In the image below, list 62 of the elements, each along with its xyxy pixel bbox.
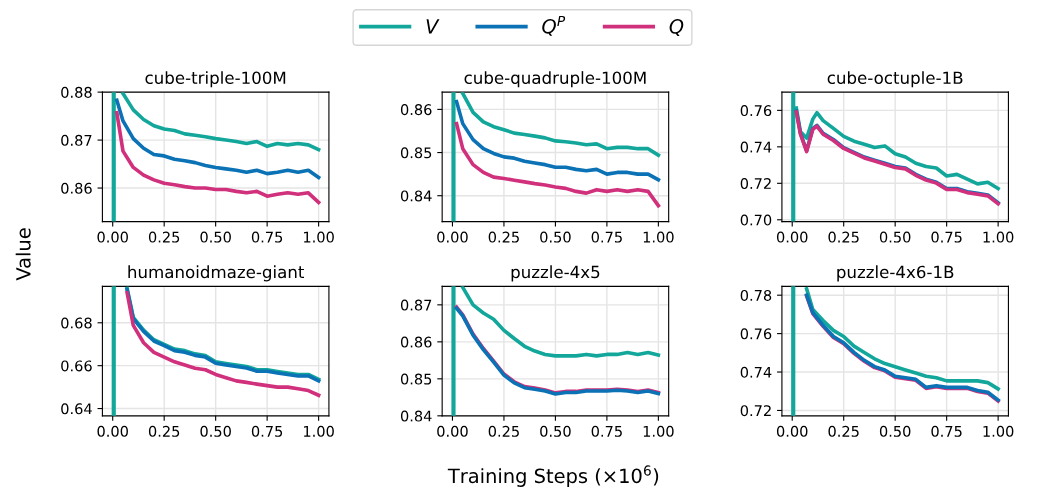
- x-tick-label: 0.50: [200, 425, 231, 437]
- chart-title: cube-triple-100M: [145, 71, 286, 88]
- x-tick-label: 0.50: [540, 425, 571, 437]
- x-tick-label: 0.75: [591, 425, 622, 437]
- y-tick-label: 0.72: [740, 405, 771, 417]
- chart-title: humanoidmaze-giant: [128, 265, 305, 282]
- x-tick-label: 0.25: [148, 231, 180, 243]
- y-tick-label: 0.86: [400, 104, 432, 116]
- x-tick-label: 0.25: [488, 425, 519, 437]
- y-tick-label: 0.84: [400, 190, 432, 202]
- x-tick-label: 1.00: [643, 425, 674, 437]
- x-tick-label: 0.50: [879, 425, 911, 437]
- x-tick-label: 1.00: [983, 231, 1014, 243]
- chart-title: puzzle-4x5: [511, 265, 600, 282]
- legend-label: Q: [669, 19, 684, 36]
- x-tick-label: 0.25: [148, 425, 180, 437]
- y-tick-label: 0.86: [400, 336, 432, 348]
- x-tick-label: 0.75: [931, 425, 962, 437]
- x-tick-label: 0.75: [591, 231, 622, 243]
- y-tick-label: 0.84: [400, 410, 432, 422]
- y-tick-label: 0.66: [61, 360, 92, 372]
- y-tick-label: 0.85: [400, 373, 432, 385]
- x-tick-label: 1.00: [643, 231, 674, 243]
- y-tick-label: 0.85: [400, 147, 432, 159]
- y-tick-label: 0.74: [740, 366, 772, 378]
- y-tick-label: 0.88: [61, 86, 92, 98]
- y-tick-label: 0.64: [61, 403, 92, 415]
- x-tick-label: 0.00: [776, 231, 808, 243]
- x-tick-label: 0.50: [540, 231, 571, 243]
- y-tick-label: 0.78: [740, 289, 772, 301]
- y-tick-label: 0.87: [400, 299, 432, 311]
- x-tick-label: 0.25: [488, 231, 519, 243]
- x-tick-label: 0.00: [437, 231, 468, 243]
- x-tick-label: 0.50: [879, 231, 911, 243]
- chart-title: puzzle-4x6-1B: [837, 265, 954, 282]
- chart-title: cube-octuple-1B: [827, 71, 963, 88]
- y-tick-label: 0.76: [740, 328, 772, 340]
- x-axis-title: Training Steps (×10$^{6}$): [447, 465, 659, 487]
- x-tick-label: 0.25: [828, 231, 859, 243]
- x-tick-label: 1.00: [303, 425, 334, 437]
- x-tick-label: 0.50: [200, 231, 231, 243]
- x-tick-label: 1.00: [303, 231, 334, 243]
- x-tick-label: 0.00: [776, 425, 808, 437]
- y-tick-label: 0.86: [61, 182, 92, 194]
- y-axis-title: Value: [15, 228, 31, 281]
- y-tick-label: 0.68: [61, 317, 92, 329]
- legend-label: V: [426, 19, 440, 34]
- y-tick-label: 0.76: [740, 105, 772, 117]
- y-tick-label: 0.87: [61, 134, 92, 146]
- x-tick-label: 0.00: [97, 231, 128, 243]
- y-tick-label: 0.70: [740, 214, 772, 226]
- y-tick-label: 0.74: [740, 141, 772, 153]
- x-tick-label: 0.00: [437, 425, 468, 437]
- y-tick-label: 0.72: [740, 178, 771, 190]
- x-tick-label: 1.00: [983, 425, 1014, 437]
- x-tick-label: 0.75: [251, 231, 283, 243]
- x-tick-label: 0.75: [251, 425, 283, 437]
- x-tick-label: 0.25: [828, 425, 859, 437]
- legend-label: Q$^{P}$: [542, 15, 566, 36]
- x-tick-label: 0.75: [931, 231, 962, 243]
- chart-title: cube-quadruple-100M: [464, 71, 646, 88]
- x-tick-label: 0.00: [97, 425, 128, 437]
